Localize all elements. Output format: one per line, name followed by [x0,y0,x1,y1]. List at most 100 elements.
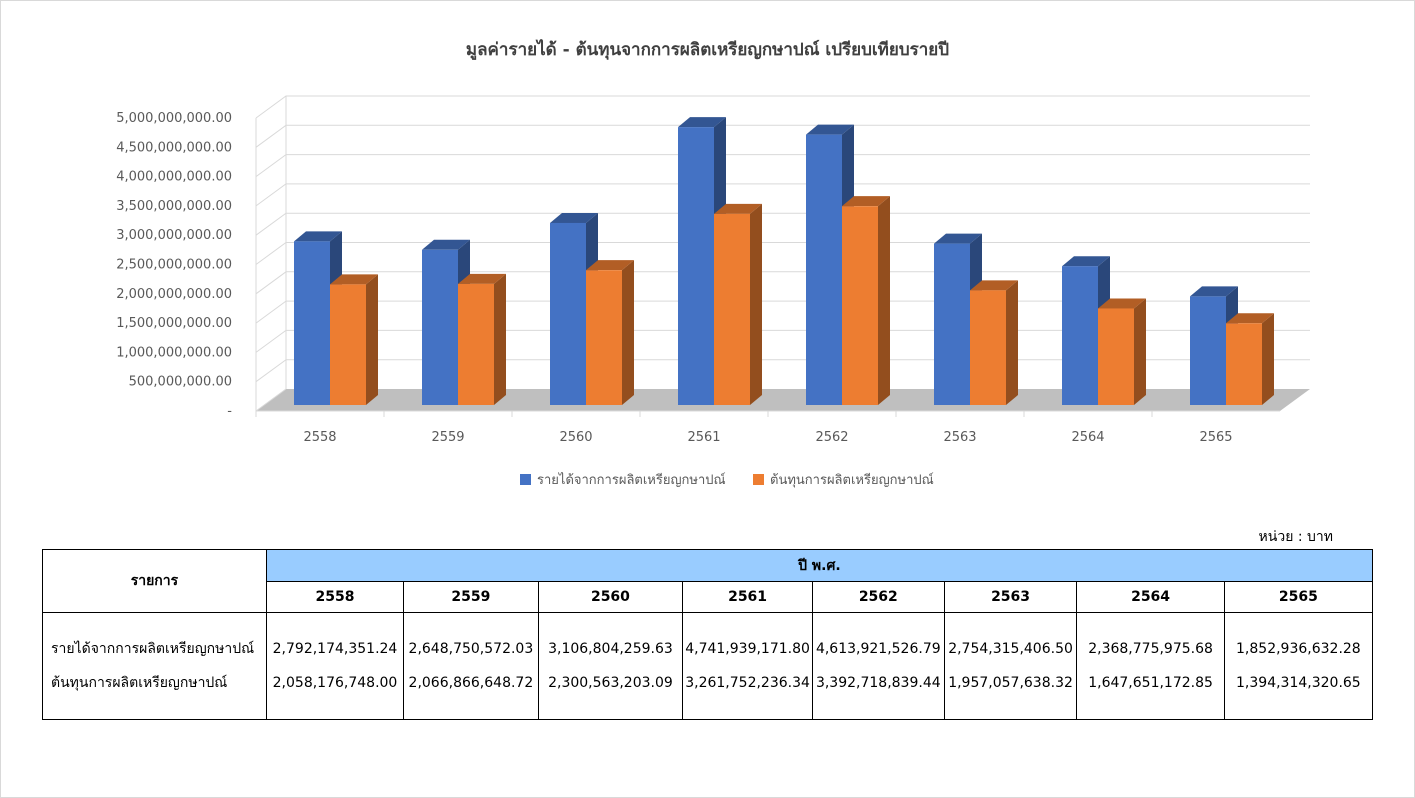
gridline [255,183,1310,207]
bar [1098,308,1134,405]
x-tick-label: 2565 [1199,430,1232,445]
bar-top [1226,313,1274,324]
bar [678,127,714,405]
bar-top [806,124,854,135]
bar-side [1006,280,1018,405]
table-value: 2,648,750,572.03 [408,641,534,657]
x-tick-label: 2562 [815,430,848,445]
table-value: 1,957,057,638.32 [948,675,1073,691]
table-value: 4,741,939,171.80 [685,641,810,657]
axis-line [255,388,287,412]
year-group-header: ปี พ.ศ. [265,549,1374,582]
y-tick-label: 3,500,000,000.00 [116,199,232,214]
y-tick-label: 4,500,000,000.00 [116,140,232,155]
y-tick-label: 2,500,000,000.00 [116,258,232,273]
bar [330,284,366,405]
year-header-cell: 2559 [403,581,539,613]
value-cell: 4,613,921,526.79 3,392,718,839.44 [811,612,945,720]
y-tick-label: - [227,404,232,419]
bar [294,241,330,405]
bar [934,243,970,405]
x-tick-label: 2560 [559,430,592,445]
gridline [255,271,1310,295]
y-tick-label: 500,000,000.00 [129,375,232,390]
table-body-row: รายได้จากการผลิตเหรียญกษาปณ์ ต้นทุนการผลิ… [42,612,1374,720]
table-value: 2,368,775,975.68 [1088,641,1213,657]
x-tick-label: 2559 [431,430,464,445]
bar-side [622,260,634,405]
bar [586,270,622,405]
year-header-cell: 2563 [943,581,1078,613]
table-value: 2,058,176,748.00 [272,675,398,691]
gridline [255,124,1310,148]
y-tick-label: 1,000,000,000.00 [116,345,232,360]
gridline [255,95,1310,119]
bar-top [458,273,506,284]
x-tick-label: 2563 [943,430,976,445]
table-value: 1,394,314,320.65 [1236,675,1361,691]
item-header: รายการ [42,549,267,613]
bar [842,206,878,405]
bar-top [330,274,378,285]
x-tick-label: 2558 [303,430,336,445]
bar-top [1098,298,1146,309]
value-cell: 2,648,750,572.03 2,066,866,648.72 [403,612,539,720]
bar-top [586,260,634,271]
y-tick-label: 2,000,000,000.00 [116,287,232,302]
bar-side [878,196,890,405]
bar-top [1062,256,1110,267]
bar [806,134,842,405]
bar-chart: - 500,000,000.00 1,000,000,000.00 1,500,000… [116,95,1310,488]
value-cell: 3,106,804,259.63 2,300,563,203.09 [537,612,684,720]
table-value: 3,261,752,236.34 [685,675,810,691]
x-tick-label: 2564 [1071,430,1104,445]
bar-top [550,212,598,223]
legend-label: รายได้จากการผลิตเหรียญกษาปณ์ [537,472,726,488]
bar-side [1134,298,1146,405]
bar [1190,296,1226,405]
chart-floor [256,389,1310,411]
data-table: รายการ ปี พ.ศ. 2558 2559 2560 2561 2562 2563 2… [42,549,1374,720]
bar-top [714,203,762,214]
y-tick-label: 3,000,000,000.00 [116,228,232,243]
x-tick-label: 2561 [687,430,720,445]
table-value: 2,300,563,203.09 [548,675,673,691]
value-cell: 2,792,174,351.24 2,058,176,748.00 [265,612,405,720]
table-value: 1,647,651,172.85 [1088,675,1213,691]
bar-top [294,231,342,242]
y-tick-label: 5,000,000,000.00 [116,111,232,126]
bar-top [842,196,890,207]
legend-swatch [753,474,764,485]
year-header-cell: 2562 [811,581,945,613]
bar [550,222,586,405]
gridline [255,212,1310,236]
chart-title: มูลค่ารายได้ - ต้นทุนจากการผลิตเหรียญกษา… [465,40,950,60]
bar-top [422,239,470,250]
bar [422,249,458,405]
year-header-row: 2558 2559 2560 2561 2562 2563 2564 2565 [43,581,1374,613]
gridline [255,242,1310,265]
legend-label: ต้นทุนการผลิตเหรียญกษาปณ์ [770,472,934,488]
gridline [255,300,1310,324]
bar-top [1190,286,1238,297]
bar [1062,266,1098,405]
bar [458,283,494,405]
bar-side [750,203,762,405]
unit-label: หน่วย : บาท [1258,529,1333,545]
table-value: 2,754,315,406.50 [948,641,1073,657]
row-label: ต้นทุนการผลิตเหรียญกษาปณ์ [51,675,228,691]
bar-top [970,280,1018,291]
value-cell: 1,852,936,632.28 1,394,314,320.65 [1223,612,1374,720]
gridline [255,154,1310,178]
bar [714,213,750,405]
year-header-cell: 2558 [265,581,405,613]
bar-side [494,273,506,405]
year-header-cell: 2560 [537,581,684,613]
bar-top [934,233,982,244]
bar-side [366,274,378,405]
table-value: 1,852,936,632.28 [1236,641,1361,657]
y-tick-label: 1,500,000,000.00 [116,316,232,331]
gridline [255,329,1310,353]
table-value: 4,613,921,526.79 [815,641,941,657]
value-cell: 2,754,315,406.50 1,957,057,638.32 [943,612,1078,720]
